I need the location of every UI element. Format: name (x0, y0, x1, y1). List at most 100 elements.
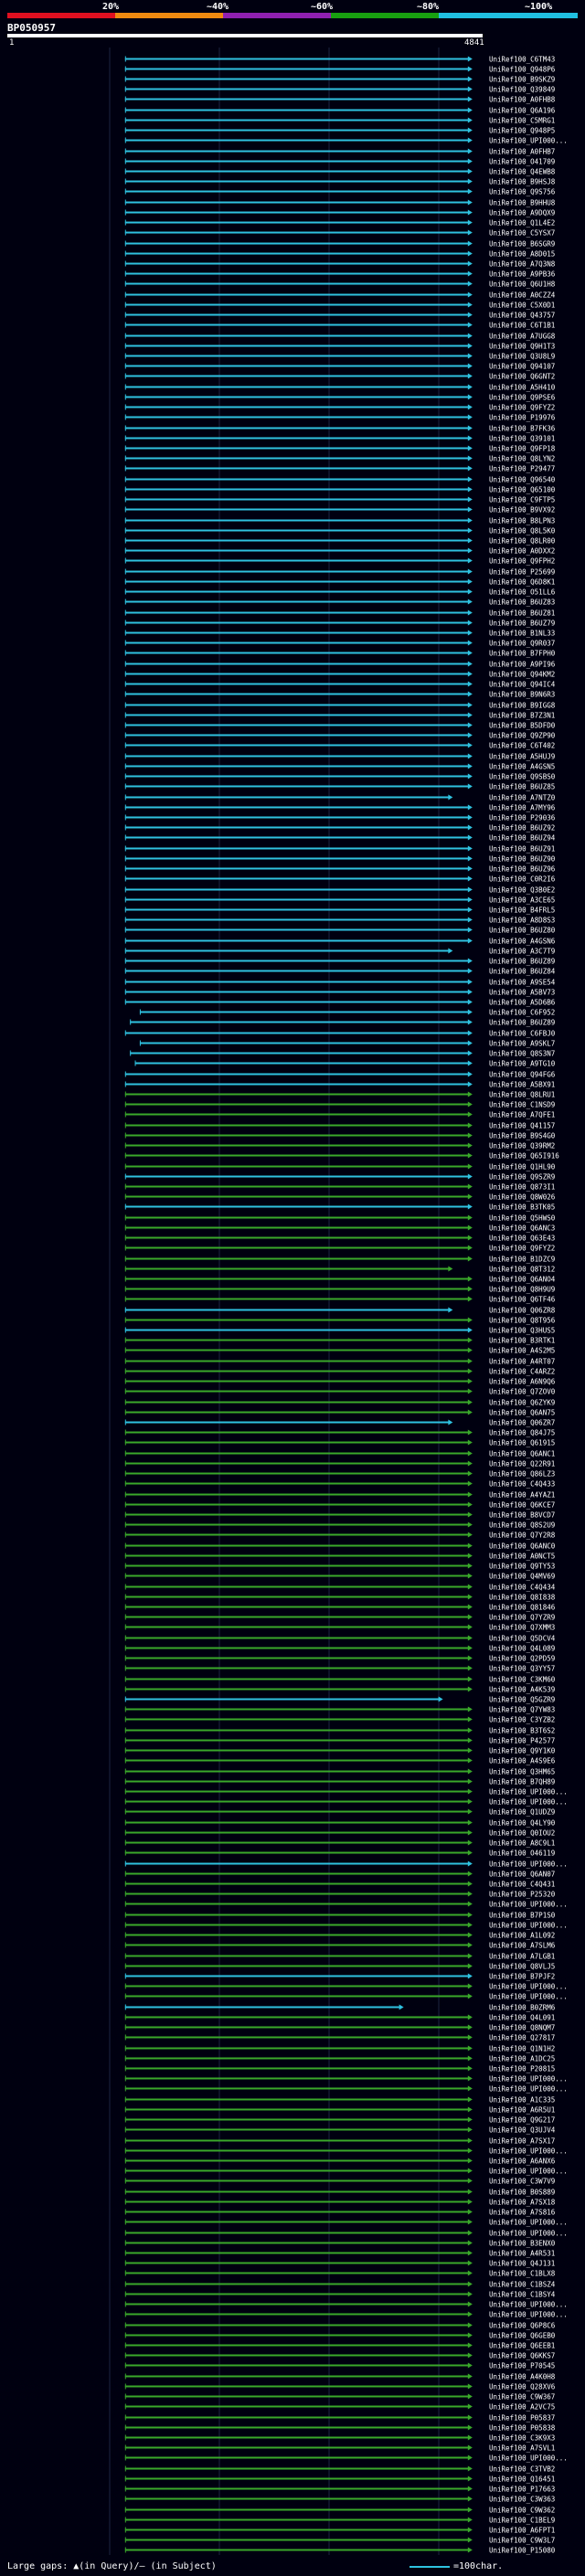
hit-row[interactable]: UniRef100_A1DC25 (124, 2055, 555, 2063)
hit-label[interactable]: UniRef100_Q6ANC0 (489, 1542, 556, 1551)
hit-label[interactable]: UniRef100_P05837 (489, 2414, 555, 2422)
hit-row[interactable]: UniRef100_A5D6B6 (124, 999, 556, 1007)
hit-label[interactable]: UniRef100_UPI000... (489, 1788, 568, 1797)
hit-label[interactable]: UniRef100_UPI000... (489, 1922, 568, 1930)
hit-label[interactable]: UniRef100_A9PI96 (489, 661, 556, 669)
hit-row[interactable]: UniRef100_C3TVB2 (124, 2465, 555, 2474)
hit-row[interactable]: UniRef100_Q81846 (124, 1604, 556, 1612)
hit-label[interactable]: UniRef100_C4Q434 (489, 1584, 556, 1592)
hit-label[interactable]: UniRef100_C0R2I6 (489, 875, 556, 884)
hit-label[interactable]: UniRef100_Q3HUS5 (489, 1327, 555, 1335)
hit-row[interactable]: UniRef100_A9DQX9 (124, 209, 555, 217)
hit-row[interactable]: UniRef100_Q4L089 (124, 1645, 555, 1653)
hit-label[interactable]: UniRef100_Q9G217 (489, 2116, 555, 2125)
hit-label[interactable]: UniRef100_Q43757 (489, 312, 555, 320)
hit-row[interactable]: UniRef100_Q22R91 (124, 1460, 555, 1468)
hit-label[interactable]: UniRef100_Q6AN07 (489, 1871, 555, 1879)
hit-label[interactable]: UniRef100_A6R5U1 (489, 2106, 555, 2115)
hit-label[interactable]: UniRef100_C9W367 (489, 2393, 555, 2401)
hit-label[interactable]: UniRef100_Q86LZ3 (489, 1470, 555, 1479)
hit-row[interactable]: UniRef100_C3KM60 (124, 1676, 556, 1684)
hit-label[interactable]: UniRef100_A9PB36 (489, 270, 556, 279)
hit-label[interactable]: UniRef100_Q3YY57 (489, 1665, 555, 1673)
hit-row[interactable]: UniRef100_B3RTK1 (124, 1337, 555, 1345)
hit-label[interactable]: UniRef100_A7NTZ0 (489, 794, 556, 802)
hit-label[interactable]: UniRef100_Q7YZR9 (489, 1614, 555, 1622)
hit-label[interactable]: UniRef100_A6N9Q6 (489, 1378, 556, 1386)
hit-row[interactable]: UniRef100_B1DZC9 (124, 1256, 555, 1264)
hit-label[interactable]: UniRef100_B7FK36 (489, 425, 556, 433)
hit-label[interactable]: UniRef100_Q6GEB0 (489, 2332, 556, 2340)
hit-label[interactable]: UniRef100_C1BLX8 (489, 2270, 556, 2278)
hit-label[interactable]: UniRef100_Q4EWB8 (489, 168, 556, 176)
hit-label[interactable]: UniRef100_Q6ANC3 (489, 1224, 555, 1233)
hit-label[interactable]: UniRef100_A0FHB8 (489, 96, 556, 104)
hit-label[interactable]: UniRef100_Q4LY90 (489, 1819, 556, 1828)
hit-row[interactable]: UniRef100_Q8H9U9 (124, 1286, 555, 1294)
hit-label[interactable]: UniRef100_B6UZ85 (489, 783, 555, 791)
hit-label[interactable]: UniRef100_A7SX18 (489, 2199, 556, 2207)
hit-label[interactable]: UniRef100_C6TM43 (489, 56, 555, 64)
hit-label[interactable]: UniRef100_A0NCT5 (489, 1553, 555, 1561)
hit-row[interactable]: UniRef100_UPI000... (124, 1788, 568, 1797)
hit-row[interactable]: UniRef100_B4FRL5 (124, 906, 555, 915)
hit-label[interactable]: UniRef100_A4YAZ1 (489, 1491, 555, 1500)
hit-label[interactable]: UniRef100_B6UZ92 (489, 824, 555, 832)
hit-label[interactable]: UniRef100_Q39101 (489, 435, 555, 443)
hit-row[interactable]: UniRef100_Q1L4E2 (124, 219, 555, 228)
hit-row[interactable]: UniRef100_B6UZ80 (124, 927, 556, 935)
hit-row[interactable]: UniRef100_A0FHB8 (124, 96, 556, 104)
hit-label[interactable]: UniRef100_UPI000... (489, 2311, 568, 2319)
hit-label[interactable]: UniRef100_A3CE65 (489, 896, 555, 905)
hit-label[interactable]: UniRef100_Q6AN75 (489, 1409, 555, 1417)
hit-label[interactable]: UniRef100_Q8LYN2 (489, 455, 555, 463)
hit-label[interactable]: UniRef100_Q3B0E2 (489, 886, 555, 895)
hit-row[interactable]: UniRef100_Q9FYZ2 (124, 404, 555, 412)
hit-label[interactable]: UniRef100_C3K9X3 (489, 2434, 555, 2443)
hit-row[interactable]: UniRef100_Q27817 (124, 2034, 555, 2042)
hit-label[interactable]: UniRef100_Q27817 (489, 2034, 555, 2042)
hit-row[interactable]: UniRef100_UPI000... (124, 137, 568, 145)
hit-row[interactable]: UniRef100_Q41157 (124, 1122, 555, 1130)
hit-label[interactable]: UniRef100_Q9H1T3 (489, 343, 555, 351)
hit-label[interactable]: UniRef100_C6T1B1 (489, 322, 555, 330)
hit-label[interactable]: UniRef100_Q8T312 (489, 1266, 555, 1274)
hit-row[interactable]: UniRef100_B3T6S2 (124, 1727, 555, 1735)
hit-label[interactable]: UniRef100_A4K0H8 (489, 2373, 556, 2381)
hit-label[interactable]: UniRef100_A5H410 (489, 384, 556, 392)
hit-label[interactable]: UniRef100_Q9SZR9 (489, 1173, 555, 1182)
hit-label[interactable]: UniRef100_Q9SBS0 (489, 773, 556, 781)
hit-row[interactable]: UniRef100_UPI000... (124, 2085, 568, 2094)
hit-label[interactable]: UniRef100_C9W3L7 (489, 2537, 555, 2545)
hit-row[interactable]: UniRef100_B7FK36 (124, 425, 556, 433)
hit-label[interactable]: UniRef100_Q9FYZ2 (489, 404, 555, 412)
hit-label[interactable]: UniRef100_P29036 (489, 814, 556, 822)
hit-label[interactable]: UniRef100_Q9TY53 (489, 1563, 555, 1571)
hit-row[interactable]: UniRef100_A9SKL7 (139, 1040, 555, 1048)
hit-label[interactable]: UniRef100_B3ENX0 (489, 2240, 556, 2248)
hit-row[interactable]: UniRef100_Q3B0E2 (124, 886, 555, 895)
hit-label[interactable]: UniRef100_C3YZB2 (489, 1716, 555, 1724)
hit-row[interactable]: UniRef100_B7PJF2 (124, 1973, 555, 1981)
hit-row[interactable]: UniRef100_Q94107 (124, 363, 555, 371)
hit-label[interactable]: UniRef100_Q22R91 (489, 1460, 555, 1468)
hit-label[interactable]: UniRef100_UPI000... (489, 1901, 568, 1909)
hit-row[interactable]: UniRef100_Q1N1H2 (124, 2045, 555, 2053)
hit-row[interactable]: UniRef100_UPI000... (124, 2075, 568, 2083)
hit-label[interactable]: UniRef100_A8D015 (489, 250, 555, 259)
hit-label[interactable]: UniRef100_Q8I838 (489, 1594, 556, 1602)
hit-label[interactable]: UniRef100_Q9FP18 (489, 445, 556, 453)
hit-label[interactable]: UniRef100_C1BSY4 (489, 2291, 556, 2299)
hit-row[interactable]: UniRef100_Q94FG6 (124, 1071, 556, 1079)
hit-label[interactable]: UniRef100_Q8H9U9 (489, 1286, 555, 1294)
hit-row[interactable]: UniRef100_Q8LRU1 (124, 1091, 555, 1099)
hit-row[interactable]: UniRef100_Q1HL90 (124, 1163, 556, 1171)
hit-row[interactable]: UniRef100_A9SE54 (124, 979, 556, 987)
hit-label[interactable]: UniRef100_Q0IOU2 (489, 1829, 555, 1838)
hit-row[interactable]: UniRef100_A5BX91 (124, 1081, 555, 1089)
hit-row[interactable]: UniRef100_Q6ANC0 (124, 1542, 556, 1551)
hit-row[interactable]: UniRef100_C1BSZ4 (124, 2281, 556, 2289)
hit-row[interactable]: UniRef100_Q96540 (124, 476, 556, 484)
hit-row[interactable]: UniRef100_A1L092 (124, 1932, 555, 1940)
hit-row[interactable]: UniRef100_UPI000... (124, 2168, 568, 2176)
